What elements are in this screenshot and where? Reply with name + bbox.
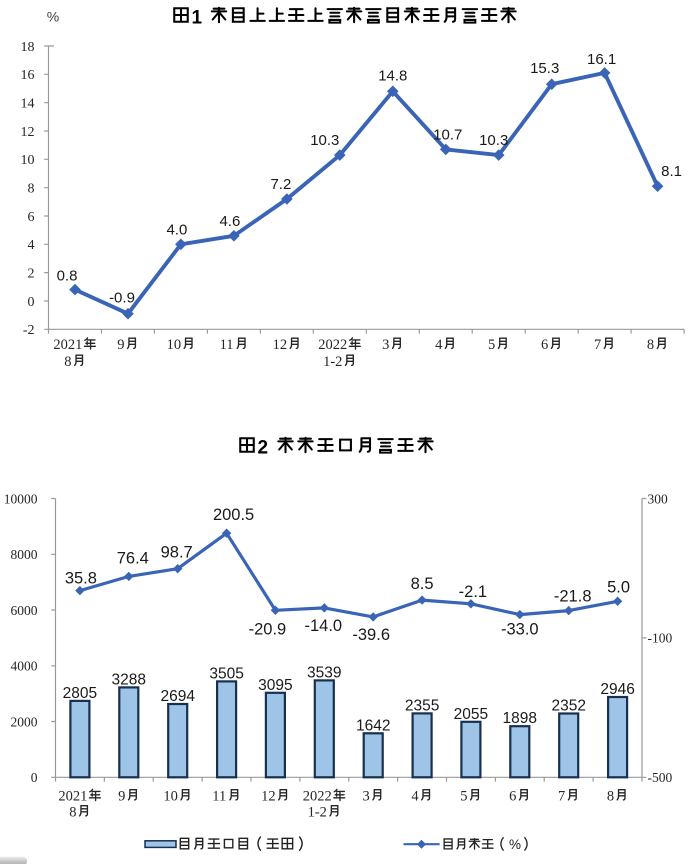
svg-text:4: 4 <box>411 789 419 805</box>
svg-text:9: 9 <box>117 337 124 353</box>
svg-text:16.1: 16.1 <box>587 51 616 68</box>
svg-text:76.4: 76.4 <box>117 549 149 567</box>
svg-text:7: 7 <box>558 789 565 805</box>
svg-text:3539: 3539 <box>307 664 341 681</box>
svg-text:2021: 2021 <box>53 337 82 353</box>
svg-text:1: 1 <box>192 8 203 29</box>
svg-text:10: 10 <box>21 153 35 168</box>
svg-text:10.3: 10.3 <box>479 132 508 149</box>
svg-text:2: 2 <box>258 438 269 459</box>
svg-text:3288: 3288 <box>112 671 146 688</box>
svg-text:2022: 2022 <box>303 789 332 805</box>
svg-text:-2: -2 <box>23 323 35 338</box>
svg-text:-2.1: -2.1 <box>459 583 487 601</box>
svg-text:7.2: 7.2 <box>270 176 291 193</box>
svg-text:18: 18 <box>21 40 35 55</box>
svg-text:2: 2 <box>28 267 35 282</box>
svg-text:-33.0: -33.0 <box>501 621 539 639</box>
svg-text:7: 7 <box>594 337 601 353</box>
svg-text:10.3: 10.3 <box>310 132 339 149</box>
svg-text:1-2: 1-2 <box>308 805 327 821</box>
svg-text:1-2: 1-2 <box>323 354 342 370</box>
svg-text:6: 6 <box>28 210 35 225</box>
svg-text:12: 12 <box>261 789 276 805</box>
svg-text:10: 10 <box>167 337 182 353</box>
svg-text:5.0: 5.0 <box>607 578 630 596</box>
svg-text:9: 9 <box>118 789 125 805</box>
svg-text:4.0: 4.0 <box>166 221 187 238</box>
svg-text:-100: -100 <box>648 631 673 646</box>
svg-text:1898: 1898 <box>503 710 537 727</box>
svg-text:-500: -500 <box>648 770 673 785</box>
svg-text:8000: 8000 <box>11 547 38 562</box>
svg-text:3505: 3505 <box>209 665 243 682</box>
svg-text:8: 8 <box>647 337 654 353</box>
svg-text:2805: 2805 <box>63 685 97 702</box>
svg-text:8.1: 8.1 <box>661 163 682 180</box>
svg-text:%: % <box>47 9 59 25</box>
svg-text:12: 12 <box>273 337 288 353</box>
svg-text:5: 5 <box>488 337 495 353</box>
svg-text:2355: 2355 <box>405 697 439 714</box>
svg-text:%: % <box>509 837 521 852</box>
svg-text:-39.6: -39.6 <box>352 626 390 644</box>
svg-text:4: 4 <box>28 238 35 253</box>
svg-text:35.8: 35.8 <box>65 570 97 588</box>
svg-text:0.8: 0.8 <box>57 268 78 285</box>
svg-text:2694: 2694 <box>160 688 195 705</box>
svg-text:16: 16 <box>21 68 35 83</box>
svg-text:8: 8 <box>28 182 35 197</box>
svg-text:-14.0: -14.0 <box>304 617 342 635</box>
svg-text:4000: 4000 <box>11 659 38 674</box>
svg-text:4.6: 4.6 <box>219 213 240 230</box>
svg-text:5: 5 <box>460 789 467 805</box>
svg-text:6: 6 <box>541 337 548 353</box>
svg-text:4: 4 <box>435 337 443 353</box>
svg-text:98.7: 98.7 <box>161 544 193 562</box>
svg-text:3095: 3095 <box>258 677 292 694</box>
svg-text:6: 6 <box>509 789 516 805</box>
svg-text:14: 14 <box>21 97 35 112</box>
svg-text:200.5: 200.5 <box>213 506 254 524</box>
svg-text:2055: 2055 <box>454 706 488 723</box>
svg-text:3: 3 <box>382 337 389 353</box>
svg-text:-21.8: -21.8 <box>554 588 592 606</box>
svg-text:-20.9: -20.9 <box>249 620 287 638</box>
svg-text:10: 10 <box>163 789 178 805</box>
svg-text:11: 11 <box>212 789 226 805</box>
svg-text:0: 0 <box>28 295 35 310</box>
svg-text:2021: 2021 <box>58 789 87 805</box>
svg-text:8.5: 8.5 <box>411 575 434 593</box>
svg-text:8: 8 <box>64 354 71 370</box>
svg-text:6000: 6000 <box>11 603 38 618</box>
svg-text:2352: 2352 <box>551 698 585 715</box>
svg-text:2000: 2000 <box>11 714 38 729</box>
svg-text:1642: 1642 <box>356 717 390 734</box>
svg-text:15.3: 15.3 <box>530 60 559 77</box>
svg-text:300: 300 <box>648 491 669 506</box>
svg-text:2022: 2022 <box>318 337 347 353</box>
svg-text:3: 3 <box>363 789 370 805</box>
svg-text:2946: 2946 <box>600 681 634 698</box>
svg-text:10.7: 10.7 <box>433 126 462 143</box>
svg-text:12: 12 <box>21 125 35 140</box>
svg-text:10000: 10000 <box>4 491 38 506</box>
svg-text:11: 11 <box>220 337 234 353</box>
svg-text:14.8: 14.8 <box>378 67 407 84</box>
svg-text:0: 0 <box>31 770 38 785</box>
svg-text:-0.9: -0.9 <box>109 290 135 307</box>
svg-text:8: 8 <box>69 805 76 821</box>
svg-text:8: 8 <box>607 789 614 805</box>
